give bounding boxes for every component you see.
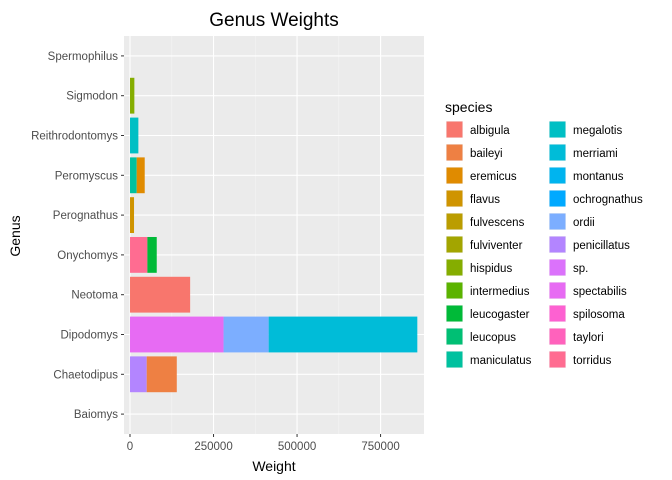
legend-label-ordii: ordii xyxy=(573,217,595,229)
legend-label-penicillatus: penicillatus xyxy=(573,240,630,252)
legend-swatch-leucogaster xyxy=(446,305,463,322)
bars xyxy=(130,77,418,393)
legend-swatch-hispidus xyxy=(446,259,463,276)
x-tick-label: 0 xyxy=(127,441,133,453)
legend-label-taylori: taylori xyxy=(573,332,604,344)
y-axis-title: Genus xyxy=(7,215,23,256)
legend-label-torridus: torridus xyxy=(573,355,612,367)
bar-neotoma-albigula xyxy=(130,276,191,313)
legend-label-fulviventer: fulviventer xyxy=(470,240,523,252)
bar-chaetodipus-baileyi xyxy=(146,356,177,393)
legend-label-fulvescens: fulvescens xyxy=(470,217,525,229)
legend-title: species xyxy=(445,99,492,115)
legend-label-ochrognathus: ochrognathus xyxy=(573,194,643,206)
y-axis: Baiomys Chaetodipus Dipodomys Neotoma Onycho… xyxy=(31,51,124,421)
bar-dipodomys-merriami xyxy=(268,316,418,353)
bar-sigmodon-hispidus xyxy=(130,77,135,114)
bar-onychomys-torridus xyxy=(130,236,148,273)
legend-swatch-sp xyxy=(549,259,566,276)
legend-swatch-flavus xyxy=(446,190,463,207)
legend-swatch-taylori xyxy=(549,328,566,345)
y-tick-label-sigmodon: Sigmodon xyxy=(66,91,118,103)
legend-swatch-torridus xyxy=(549,351,566,368)
legend-swatch-eremicus xyxy=(446,167,463,184)
y-tick-label-onychomys: Onychomys xyxy=(57,250,118,262)
legend-label-spilosoma: spilosoma xyxy=(573,309,625,321)
bar-onychomys-leucogaster xyxy=(147,236,157,273)
chart-title: Genus Weights xyxy=(209,10,339,31)
legend-swatch-penicillatus xyxy=(549,236,566,253)
legend-swatch-ordii xyxy=(549,213,566,230)
legend-swatch-fulviventer xyxy=(446,236,463,253)
x-tick-label: 250000 xyxy=(194,441,232,453)
legend-label-hispidus: hispidus xyxy=(470,263,512,275)
legend-label-intermedius: intermedius xyxy=(470,286,530,298)
y-tick-label-peromyscus: Peromyscus xyxy=(55,170,119,182)
legend-swatch-intermedius xyxy=(446,282,463,299)
legend-label-eremicus: eremicus xyxy=(470,171,517,183)
legend-label-megalotis: megalotis xyxy=(573,125,622,137)
legend-label-leucopus: leucopus xyxy=(470,332,516,344)
legend-swatch-fulvescens xyxy=(446,213,463,230)
y-tick-label-spermophilus: Spermophilus xyxy=(48,51,119,63)
x-axis-title: Weight xyxy=(252,458,295,474)
bar-reithrodontomys-megalotis xyxy=(130,117,139,154)
legend-swatch-leucopus xyxy=(446,328,463,345)
legend-swatch-merriami xyxy=(549,144,566,161)
y-tick-label-chaetodipus: Chaetodipus xyxy=(53,369,118,381)
legend-swatch-ochrognathus xyxy=(549,190,566,207)
bar-dipodomys-ordii xyxy=(223,316,269,353)
legend-label-merriami: merriami xyxy=(573,148,618,160)
y-tick-label-dipodomys: Dipodomys xyxy=(60,330,118,342)
x-tick-label: 500000 xyxy=(278,441,316,453)
bar-peromyscus-maniculatus xyxy=(130,157,137,194)
legend-swatch-maniculatus xyxy=(446,351,463,368)
bar-peromyscus-eremicus xyxy=(136,157,145,194)
y-tick-label-neotoma: Neotoma xyxy=(71,290,118,302)
legend-label-maniculatus: maniculatus xyxy=(470,355,532,367)
legend-swatch-spectabilis xyxy=(549,282,566,299)
legend: species albigula baileyi eremicus flavus ful… xyxy=(445,99,643,368)
legend-label-sp: sp. xyxy=(573,263,588,275)
bar-chaetodipus-penicillatus xyxy=(130,356,147,393)
legend-label-montanus: montanus xyxy=(573,171,624,183)
legend-swatch-albigula xyxy=(446,121,463,138)
legend-label-flavus: flavus xyxy=(470,194,500,206)
legend-swatch-montanus xyxy=(549,167,566,184)
legend-swatch-spilosoma xyxy=(549,305,566,322)
legend-swatch-megalotis xyxy=(549,121,566,138)
legend-label-baileyi: baileyi xyxy=(470,148,503,160)
legend-label-spectabilis: spectabilis xyxy=(573,286,627,298)
bar-dipodomys-spectabilis xyxy=(130,316,224,353)
y-tick-label-reithrodontomys: Reithrodontomys xyxy=(31,131,118,143)
bar-perognathus-flavus xyxy=(130,197,135,234)
x-axis: 0 250000 500000 750000 xyxy=(127,434,400,453)
legend-label-leucogaster: leucogaster xyxy=(470,309,530,321)
legend-swatch-baileyi xyxy=(446,144,463,161)
y-tick-label-perognathus: Perognathus xyxy=(53,210,118,222)
x-tick-label: 750000 xyxy=(361,441,399,453)
y-tick-label-baiomys: Baiomys xyxy=(74,409,118,421)
legend-label-albigula: albigula xyxy=(470,125,510,137)
